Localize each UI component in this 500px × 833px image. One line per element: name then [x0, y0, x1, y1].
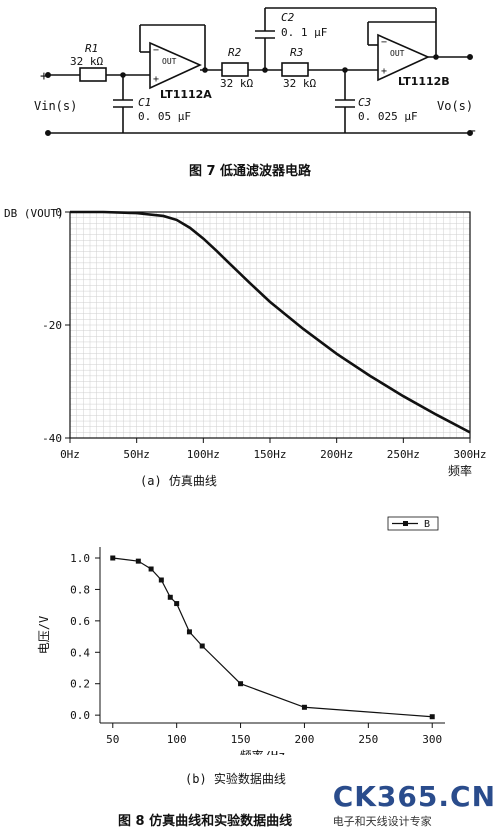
svg-text:+: + — [40, 69, 48, 84]
simulation-curve — [70, 210, 471, 434]
c2-label: C2 — [281, 11, 295, 24]
c1-value: 0. 05 μF — [138, 110, 191, 123]
vo-label: Vo(s) — [437, 99, 474, 113]
data-point — [186, 629, 192, 635]
y-tick-label: 1.0 — [70, 552, 90, 565]
x-axis-label: 频率/Hz — [240, 748, 286, 755]
x-tick-label: 100Hz — [187, 448, 220, 461]
r3-label: R3 — [290, 46, 304, 59]
data-point — [167, 594, 173, 600]
x-tick-label: 300Hz — [453, 448, 486, 461]
y-tick-label: 0.2 — [70, 678, 90, 691]
opamp-b-label: LT1112B — [398, 75, 450, 88]
simulation-chart: 0 -20 -40 0Hz 50Hz 100Hz 150Hz 200Hz 250Hz 300Hz D… — [4, 206, 487, 478]
figure7-caption: 图 7 低通滤波器电路 — [188, 164, 312, 179]
opamp-a-minus: − — [153, 45, 160, 56]
y-tick-label: 0.6 — [70, 615, 90, 628]
legend-marker — [403, 521, 408, 526]
opamp-a-label: LT1112A — [160, 88, 212, 101]
c3-value: 0. 025 μF — [358, 110, 418, 123]
data-point — [429, 714, 435, 720]
x-tick-label: 200Hz — [320, 448, 353, 461]
data-point — [238, 681, 244, 687]
data-point — [158, 577, 164, 583]
y-tick-label: -40 — [42, 432, 62, 445]
chart-a-caption: (a) 仿真曲线 — [140, 474, 217, 488]
x-tick-label: 50Hz — [123, 448, 150, 461]
opamp-b-out-label: OUT — [390, 49, 405, 58]
y-tick-label: 0.0 — [70, 709, 90, 722]
c1-label: C1 — [138, 96, 152, 109]
x-tick-label: 300 — [422, 733, 442, 746]
opamp-a-plus: + — [153, 74, 160, 85]
r2-label: R2 — [228, 46, 242, 59]
c3-label: C3 — [358, 96, 372, 109]
data-point — [199, 643, 205, 649]
r1-value: 32 kΩ — [70, 55, 104, 68]
data-point — [301, 704, 307, 710]
watermark-logo-text: CK365.CN — [332, 780, 496, 813]
y-tick-label: 0.4 — [70, 646, 90, 659]
experiment-chart: 0.0 0.2 0.4 0.6 0.8 1.0 50 100 150 200 250 300 电压/V 频… — [37, 516, 445, 755]
y-axis-label: DB (VOUT) — [4, 207, 64, 220]
watermark-logo: CK365.CN 电子和天线设计专家 — [333, 780, 496, 829]
x-tick-label: 200 — [295, 733, 315, 746]
y-tick-label: -20 — [42, 319, 62, 332]
opamp-a-out-label: OUT — [162, 57, 177, 66]
vin-label: Vin(s) — [34, 99, 78, 113]
svg-text:−: − — [468, 124, 476, 139]
x-tick-label: 150 — [231, 733, 251, 746]
r3-value: 32 kΩ — [283, 77, 317, 90]
opamp-b-plus: + — [381, 66, 388, 77]
data-point — [135, 558, 141, 564]
opamp-b-minus: − — [381, 37, 388, 48]
chart-b-caption: (b) 实验数据曲线 — [185, 772, 286, 786]
y-axis-label: 电压/V — [37, 616, 51, 654]
lowpass-filter-schematic: + − — [40, 7, 476, 139]
figure8-caption: 图 8 仿真曲线和实验数据曲线 — [118, 814, 293, 829]
data-point — [174, 601, 180, 607]
x-tick-label: 100 — [167, 733, 187, 746]
y-tick-label: 0.8 — [70, 583, 90, 596]
r2-value: 32 kΩ — [220, 77, 254, 90]
legend-label: B — [424, 519, 430, 530]
x-unit-label: 频率 — [448, 463, 472, 478]
x-tick-label: 250 — [358, 733, 378, 746]
watermark-tagline: 电子和天线设计专家 — [332, 815, 432, 828]
x-tick-label: 250Hz — [387, 448, 420, 461]
r1-label: R1 — [85, 42, 99, 55]
data-point — [110, 555, 116, 561]
x-tick-label: 150Hz — [253, 448, 286, 461]
x-tick-label: 50 — [106, 733, 119, 746]
y-tick-label: 0 — [55, 206, 62, 219]
c2-value: 0. 1 μF — [281, 26, 328, 39]
x-tick-label: 0Hz — [60, 448, 80, 461]
data-point — [148, 566, 154, 572]
